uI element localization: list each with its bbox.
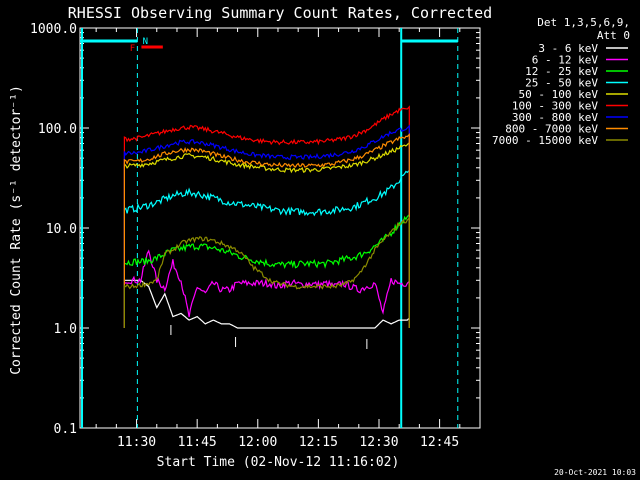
- series-line-7000-15000-keV: [123, 216, 410, 328]
- series-line-300-800-keV: [123, 124, 410, 328]
- legend-label: 300 - 800 keV: [512, 111, 598, 124]
- legend-label: 12 - 25 keV: [525, 65, 598, 78]
- series-line-800-7000-keV: [123, 133, 410, 328]
- legend-label: 7000 - 15000 keV: [492, 134, 598, 147]
- chart-title: RHESSI Observing Summary Count Rates, Co…: [68, 4, 492, 22]
- x-axis-ticks: 11:30 11:45 12:00 12:15 12:30 12:45: [95, 28, 481, 450]
- legend-label: 3 - 6 keV: [538, 42, 598, 55]
- y-tick-label: 1.0: [54, 322, 77, 337]
- x-tick-label: 12:00: [238, 435, 277, 450]
- series-line-100-300-keV: [123, 105, 410, 328]
- observing-annotations: NF: [80, 28, 459, 428]
- series-lines: [123, 105, 410, 329]
- timestamp: 20-Oct-2021 10:03: [554, 468, 636, 477]
- legend-label: 25 - 50 keV: [525, 77, 598, 90]
- series-line-25-50-keV: [123, 168, 410, 328]
- series-line-3-6-keV: [123, 279, 410, 329]
- legend-title-line-1: Det 1,3,5,6,9,: [537, 16, 630, 29]
- x-axis-label: Start Time (02-Nov-12 11:16:02): [157, 455, 400, 470]
- x-tick-label: 11:30: [117, 435, 156, 450]
- legend-label: 800 - 7000 keV: [505, 123, 598, 136]
- y-tick-label: 100.0: [38, 122, 77, 137]
- series-line-6-12-keV: [123, 249, 410, 328]
- series-line-12-25-keV: [123, 213, 410, 328]
- x-tick-label: 12:30: [359, 435, 398, 450]
- y-tick-label: 1000.0: [30, 22, 77, 37]
- y-axis-label: Corrected Count Rate (s⁻¹ detector⁻¹): [9, 85, 24, 375]
- saa-marker-label: N: [143, 37, 148, 47]
- series-line-50-100-keV: [123, 141, 410, 328]
- legend-label: 50 - 100 keV: [519, 88, 599, 101]
- flare-marker-label: F: [130, 44, 135, 54]
- legend-label: 6 - 12 keV: [532, 54, 599, 67]
- legend-title-line-2: Att 0: [597, 29, 630, 42]
- x-tick-label: 12:15: [299, 435, 338, 450]
- legend-label: 100 - 300 keV: [512, 100, 598, 113]
- y-axis-ticks: 1000.0 100.0 10.0 1.0 0.1: [30, 22, 480, 437]
- y-tick-label: 10.0: [46, 222, 77, 237]
- y-tick-label: 0.1: [54, 422, 77, 437]
- x-tick-label: 12:45: [420, 435, 459, 450]
- x-tick-label: 11:45: [178, 435, 217, 450]
